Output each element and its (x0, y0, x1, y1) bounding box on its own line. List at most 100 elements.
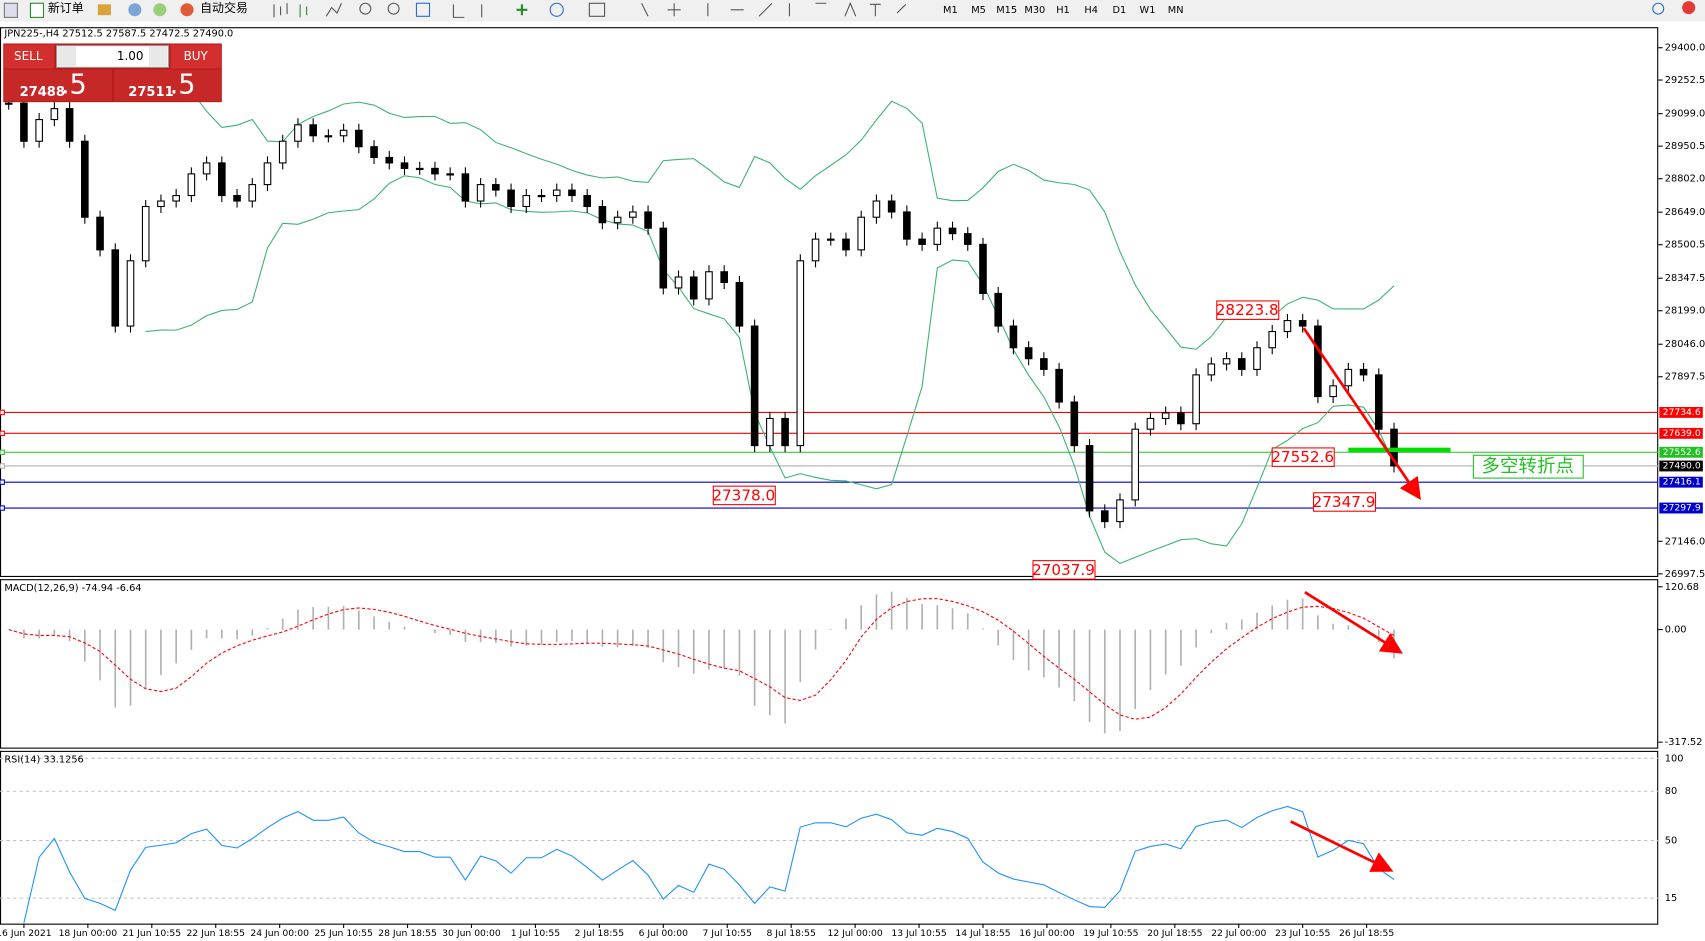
icon[interactable] (97, 4, 111, 16)
price-annotation: 27378.0 (712, 486, 775, 504)
x-tick-label: 16 Jun 2021 (0, 928, 52, 939)
rsi-tick-label: 15 (1665, 893, 1677, 904)
timeframe-button[interactable]: W1 (1140, 5, 1156, 16)
level-tag (1659, 476, 1703, 488)
bid-box[interactable] (4, 69, 112, 102)
icon[interactable] (325, 3, 342, 17)
level-handle (0, 479, 5, 485)
candle-body (1070, 401, 1079, 447)
candle-body (507, 189, 515, 208)
timeframe-button[interactable]: MN (1168, 5, 1184, 16)
level-label: 27734.6 (1663, 407, 1701, 418)
panel-frames (0, 27, 1659, 925)
y-tick-label: 29400.0 (1665, 43, 1705, 54)
sell-label[interactable]: SELL (14, 49, 43, 63)
auto-trading-button[interactable]: 自动交易 (200, 0, 248, 15)
y-tick-label: 28802.0 (1665, 174, 1705, 185)
candle-body (492, 184, 500, 191)
candle-body (309, 124, 317, 137)
candle-body (1055, 368, 1063, 403)
timeframe-button[interactable]: D1 (1112, 5, 1126, 16)
level-handle (0, 505, 5, 511)
timeframe-button[interactable]: M1 (943, 5, 958, 16)
y-tick-label: 27146.0 (1665, 536, 1705, 547)
timeframe-button[interactable]: M5 (971, 5, 986, 16)
icon[interactable] (415, 2, 431, 17)
x-tick-label: 8 Jul 18:55 (766, 928, 816, 939)
buy-label[interactable]: BUY (184, 49, 209, 63)
candle-body (172, 195, 180, 202)
x-tick-label: 25 Jun 10:55 (314, 928, 373, 939)
candle-body (735, 281, 744, 327)
level-tag (1659, 502, 1703, 514)
new-order-icon[interactable] (29, 2, 45, 18)
x-tick-label: 16 Jul 00:00 (1019, 928, 1074, 939)
icon[interactable] (128, 3, 142, 17)
icon[interactable] (273, 3, 288, 18)
x-tick-label: 22 Jul 00:00 (1211, 928, 1266, 939)
x-tick-label: 23 Jul 10:55 (1275, 928, 1330, 939)
icon[interactable] (452, 4, 483, 18)
search-icon[interactable] (1652, 2, 1665, 15)
candle-body (750, 325, 759, 447)
ask-box[interactable] (114, 69, 221, 102)
icon[interactable] (549, 2, 564, 17)
icon[interactable] (641, 1, 907, 17)
candle-body (1085, 445, 1094, 512)
chart-bg (0, 21, 1705, 941)
timeframe-button[interactable]: M15 (996, 5, 1017, 16)
timeframe-button[interactable]: M30 (1024, 5, 1045, 16)
x-tick-label: 13 Jul 10:55 (891, 928, 946, 939)
notification-badge[interactable] (1682, 1, 1696, 15)
candle-body (446, 173, 454, 176)
price-annotation-box (1032, 560, 1096, 580)
x-tick-label: 2 Jul 18:55 (575, 928, 625, 939)
icon[interactable] (516, 4, 528, 16)
candle-body (294, 124, 302, 142)
buy-button[interactable] (170, 44, 221, 69)
candle-body (65, 108, 74, 142)
icon[interactable] (299, 4, 308, 18)
one-click-trading: SELL 1.00 BUY 27488 .5 27511 .5 (3, 43, 222, 103)
candle-body (522, 195, 531, 208)
timeframe-button[interactable]: H1 (1056, 5, 1070, 16)
candle-body (826, 238, 835, 241)
tool-icons (273, 1, 907, 18)
level-handle (0, 463, 5, 469)
lots-field[interactable] (55, 45, 170, 68)
lots-down[interactable] (57, 46, 77, 67)
icon[interactable] (359, 2, 372, 15)
lots-up[interactable] (148, 46, 168, 67)
turning-line (1348, 447, 1451, 453)
auto-trading-icon[interactable] (180, 3, 194, 17)
candle-body (431, 167, 439, 175)
lots-value[interactable]: 1.00 (117, 49, 144, 63)
signal-label: 多空转折点 (1482, 456, 1574, 477)
x-tick-label: 14 Jul 18:55 (955, 928, 1010, 939)
candle-body (126, 260, 135, 327)
new-order-button[interactable]: 新订单 (48, 0, 84, 15)
candle-body (81, 140, 89, 218)
timeframe-button[interactable]: H4 (1084, 5, 1098, 16)
icon[interactable] (387, 2, 400, 15)
candle-body (218, 162, 226, 197)
candle-body (629, 211, 637, 218)
macd-tick-label: 120.68 (1665, 582, 1699, 593)
candle-body (598, 205, 607, 224)
level-label: 27490.0 (1663, 460, 1701, 471)
candle-body (202, 162, 211, 175)
y-tick-label: 26997.5 (1665, 569, 1705, 580)
icon[interactable] (588, 2, 606, 17)
candle-body (1390, 428, 1398, 467)
candle-body (1329, 385, 1337, 398)
sell-button[interactable] (4, 44, 55, 69)
candle-body (415, 167, 424, 171)
icon[interactable] (3, 2, 18, 18)
macd-tick-label: 0.00 (1665, 625, 1687, 636)
candle-body (50, 108, 59, 121)
price-annotation-box (1216, 300, 1280, 320)
candle-body (918, 238, 926, 245)
rsi-panel (0, 750, 1659, 925)
icon[interactable] (153, 3, 167, 17)
